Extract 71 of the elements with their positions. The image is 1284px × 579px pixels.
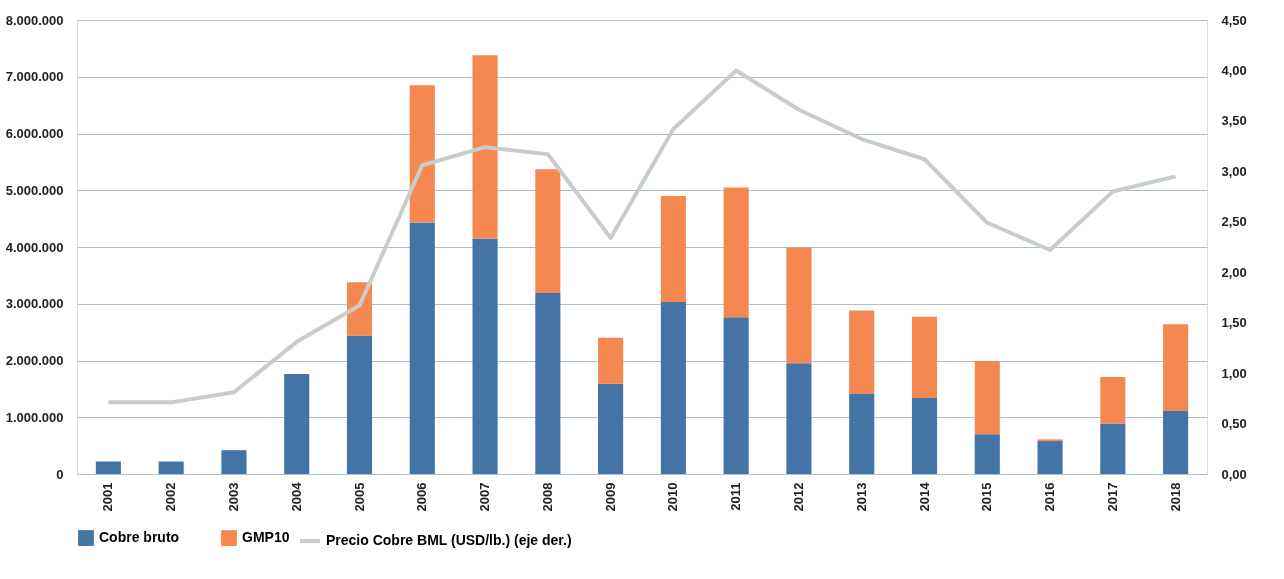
bar [849, 310, 875, 394]
x-tick-label: 2017 [1104, 482, 1120, 512]
x-tick-label: 2007 [477, 482, 493, 512]
bar [598, 383, 624, 474]
bar [221, 450, 247, 474]
bar [409, 222, 435, 474]
bar [974, 434, 1000, 474]
x-tick-label: 2011 [728, 482, 744, 511]
legend-label: GMP10 [242, 529, 290, 546]
y2-tick-label: 0,00 [1221, 466, 1247, 482]
bar [409, 85, 435, 223]
x-tick-label: 2015 [979, 482, 995, 512]
bar [911, 397, 938, 474]
bar [472, 238, 498, 474]
y2-tick-label: 2,50 [1221, 214, 1247, 230]
legend-label: Cobre bruto [99, 529, 180, 546]
bar [1163, 324, 1189, 412]
y2-tick-label: 2,00 [1221, 264, 1247, 280]
bar [158, 461, 184, 474]
bar [723, 187, 749, 318]
y-tick-label: 2.000.000 [5, 353, 64, 368]
x-tick-label: 2012 [790, 482, 806, 512]
bar [284, 374, 310, 474]
y-tick-label: 5.000.000 [5, 182, 64, 198]
x-tick-label: 2010 [665, 482, 681, 512]
bar [911, 316, 938, 398]
bar [472, 55, 498, 239]
bar [535, 169, 561, 293]
bar [1037, 441, 1063, 474]
bar [786, 247, 812, 364]
y2-tick-label: 3,00 [1221, 163, 1247, 179]
x-tick-label: 2014 [916, 481, 932, 512]
legend-label: Precio Cobre BML (USD/lb.) (eje der.) [326, 532, 572, 548]
y2-tick-label: 0,50 [1221, 416, 1247, 432]
y2-tick-label: 3,50 [1221, 113, 1247, 129]
x-tick-label: 2005 [351, 482, 367, 512]
bar [974, 361, 1000, 435]
y2-tick-label: 4,00 [1221, 62, 1247, 78]
y2-tick-label: 1,00 [1221, 365, 1247, 381]
y2-tick-label: 4,50 [1221, 12, 1247, 28]
bar [660, 302, 686, 474]
bar [1100, 423, 1126, 474]
bar [786, 363, 812, 474]
y-tick-label: 3.000.000 [5, 296, 64, 312]
x-tick-label: 2001 [100, 482, 116, 512]
bar [723, 317, 749, 474]
x-tick-label: 2009 [602, 482, 618, 512]
y-tick-label: 8.000.000 [5, 12, 64, 28]
y-tick-label: 1.000.000 [5, 409, 64, 425]
y-tick-label: 0 [56, 466, 64, 482]
y-tick-label: 7.000.000 [5, 69, 64, 85]
bar [598, 337, 624, 384]
bar [346, 335, 373, 474]
bar [535, 292, 561, 474]
y-tick-label: 6.000.000 [5, 126, 64, 141]
line-series [106, 68, 1178, 405]
bar [1163, 411, 1189, 474]
x-tick-label: 2003 [225, 482, 241, 512]
x-tick-label: 2008 [539, 482, 555, 512]
x-tick-label: 2002 [163, 482, 179, 512]
bar [660, 195, 686, 303]
bar [849, 393, 875, 474]
y-tick-label: 4.000.000 [5, 239, 64, 255]
bar [95, 461, 121, 474]
x-tick-label: 2016 [1042, 482, 1058, 512]
x-tick-label: 2006 [414, 482, 430, 512]
x-tick-label: 2013 [853, 482, 869, 512]
x-tick-label: 2018 [1167, 482, 1183, 512]
y2-tick-label: 1,50 [1221, 315, 1247, 331]
x-tick-label: 2004 [288, 481, 304, 512]
bar [1100, 376, 1126, 424]
